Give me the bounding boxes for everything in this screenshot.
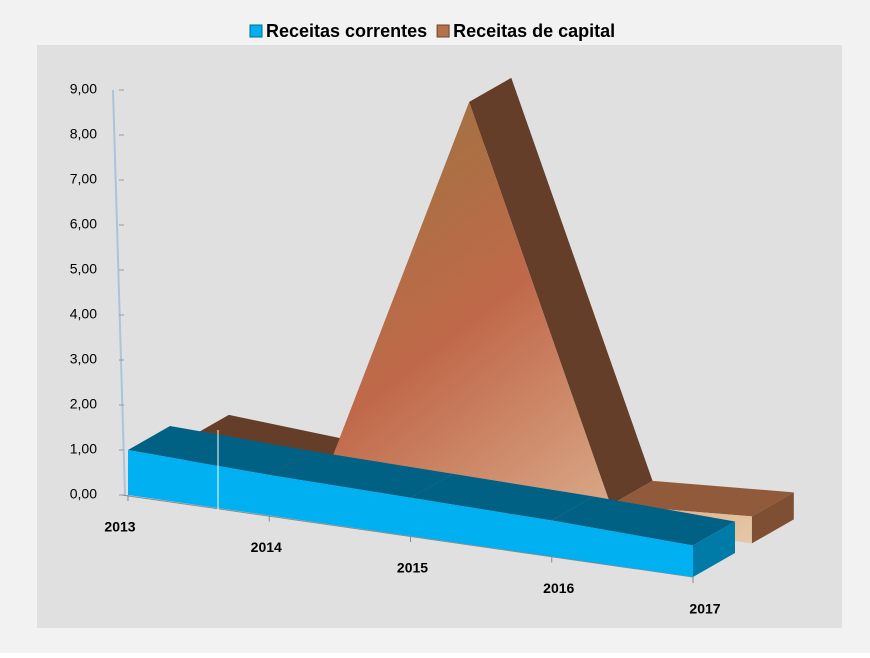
area-top xyxy=(469,77,653,505)
y-tick-label: 0,00 xyxy=(70,486,97,502)
x-tick-label: 2013 xyxy=(104,519,135,535)
area-top xyxy=(269,451,453,498)
x-axis xyxy=(121,494,694,578)
legend-swatch xyxy=(249,24,263,38)
legend-label: Receitas de capital xyxy=(453,21,615,41)
area-front xyxy=(186,101,752,544)
y-tick-label: 9,00 xyxy=(70,81,97,97)
x-tick-label: 2014 xyxy=(251,539,282,555)
y-tick-label: 3,00 xyxy=(70,351,97,367)
area-top xyxy=(128,426,312,475)
y-tick-label: 2,00 xyxy=(70,396,97,412)
area-top xyxy=(610,480,794,517)
y-tick-label: 8,00 xyxy=(70,126,97,142)
y-tick-label: 4,00 xyxy=(70,306,97,322)
area-top xyxy=(551,496,735,546)
legend-swatch xyxy=(436,24,450,38)
x-tick-label: 2015 xyxy=(397,560,428,576)
y-tick-label: 7,00 xyxy=(70,171,97,187)
area-top xyxy=(410,473,594,521)
legend-label: Receitas correntes xyxy=(266,21,427,41)
series xyxy=(128,426,735,577)
x-tick-label: 2017 xyxy=(689,601,720,617)
y-tick-label: 6,00 xyxy=(70,216,97,232)
y-axis xyxy=(112,89,126,496)
y-tick-label: 1,00 xyxy=(70,441,97,457)
area-side xyxy=(751,492,794,544)
area-side xyxy=(693,521,735,577)
area-front xyxy=(128,450,693,577)
x-tick-label: 2016 xyxy=(543,580,574,596)
series xyxy=(186,77,794,544)
y-tick-label: 5,00 xyxy=(70,261,97,277)
